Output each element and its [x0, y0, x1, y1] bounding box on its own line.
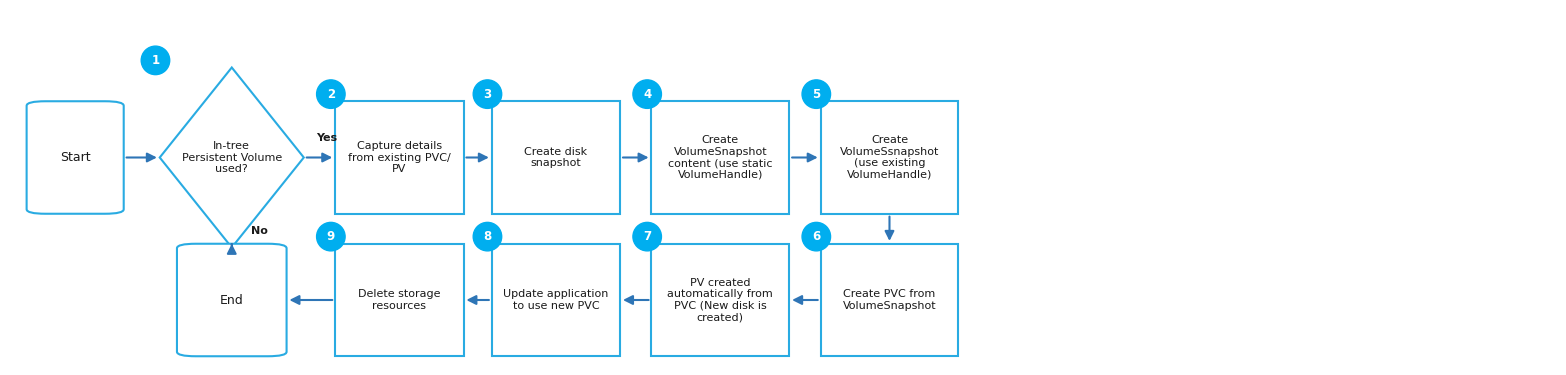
FancyBboxPatch shape	[651, 244, 789, 356]
Ellipse shape	[802, 222, 830, 251]
Text: 8: 8	[484, 230, 492, 243]
Text: 9: 9	[327, 230, 335, 243]
FancyBboxPatch shape	[821, 101, 958, 214]
Text: Create
VolumeSsnapshot
(use existing
VolumeHandle): Create VolumeSsnapshot (use existing Vol…	[839, 135, 940, 180]
Ellipse shape	[473, 222, 501, 251]
Text: In-tree
Persistent Volume
used?: In-tree Persistent Volume used?	[182, 141, 282, 174]
Ellipse shape	[316, 80, 345, 108]
Text: 5: 5	[813, 88, 821, 100]
Text: 2: 2	[327, 88, 335, 100]
FancyBboxPatch shape	[821, 244, 958, 356]
Text: Create PVC from
VolumeSnapshot: Create PVC from VolumeSnapshot	[843, 289, 936, 311]
Text: 1: 1	[152, 54, 160, 67]
FancyBboxPatch shape	[27, 101, 124, 214]
Text: Create disk
snapshot: Create disk snapshot	[525, 147, 587, 168]
Text: Delete storage
resources: Delete storage resources	[359, 289, 440, 311]
Text: Start: Start	[60, 151, 91, 164]
Text: No: No	[251, 226, 268, 236]
Text: Yes: Yes	[316, 133, 337, 142]
Ellipse shape	[473, 80, 501, 108]
FancyBboxPatch shape	[177, 244, 287, 356]
FancyBboxPatch shape	[335, 101, 464, 214]
Text: End: End	[219, 294, 244, 306]
Text: Update application
to use new PVC: Update application to use new PVC	[503, 289, 609, 311]
Ellipse shape	[802, 80, 830, 108]
Text: 7: 7	[644, 230, 651, 243]
Ellipse shape	[316, 222, 345, 251]
Ellipse shape	[141, 46, 169, 75]
Text: 3: 3	[484, 88, 492, 100]
Text: Capture details
from existing PVC/
PV: Capture details from existing PVC/ PV	[348, 141, 451, 174]
Text: Create
VolumeSnapshot
content (use static
VolumeHandle): Create VolumeSnapshot content (use stati…	[669, 135, 772, 180]
Text: PV created
automatically from
PVC (New disk is
created): PV created automatically from PVC (New d…	[667, 278, 774, 322]
Text: 6: 6	[813, 230, 821, 243]
Text: 4: 4	[644, 88, 651, 100]
FancyBboxPatch shape	[335, 244, 464, 356]
Polygon shape	[160, 68, 304, 248]
FancyBboxPatch shape	[651, 101, 789, 214]
FancyBboxPatch shape	[492, 244, 620, 356]
Ellipse shape	[633, 80, 661, 108]
Ellipse shape	[633, 222, 661, 251]
FancyBboxPatch shape	[492, 101, 620, 214]
